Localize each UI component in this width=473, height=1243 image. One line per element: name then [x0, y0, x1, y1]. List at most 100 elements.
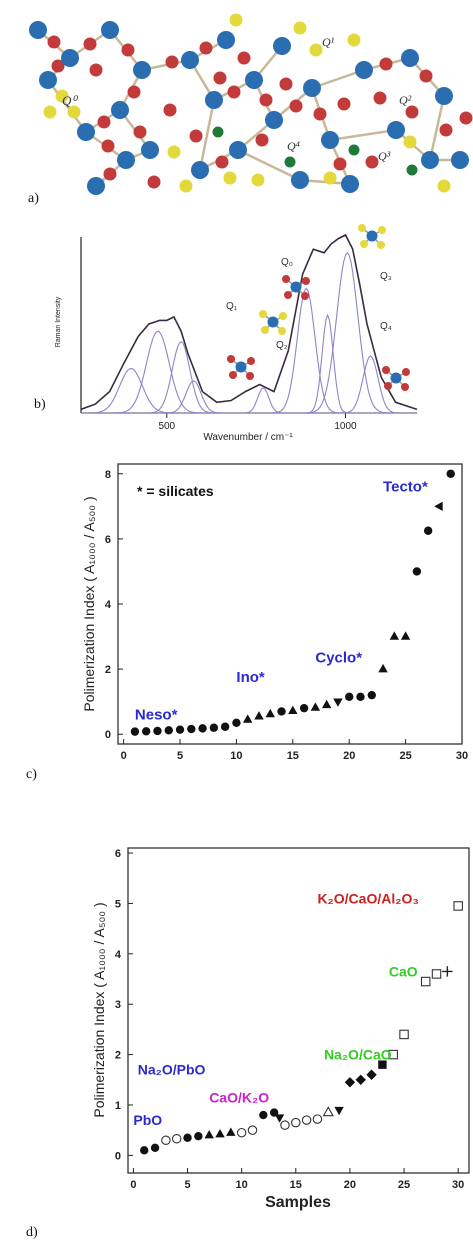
cation-atom: [212, 126, 224, 138]
panel-b-label: b): [34, 397, 46, 412]
chart-d-data-point: [161, 1135, 171, 1145]
panel-c-label: c): [26, 767, 37, 782]
chart-c-data-point: [367, 690, 376, 700]
q1-label: Q¹: [322, 35, 335, 49]
oxygen-atom: [47, 35, 61, 49]
raman-spectrum-chart: 500 1000 Raman Intensity Wavenumber / cm⁻…: [34, 224, 418, 443]
q4-label: Q⁴: [287, 139, 300, 153]
tetrahedron-icon: [227, 355, 255, 380]
oxygen-atom: [379, 57, 393, 71]
oxygen-atom: [405, 105, 419, 119]
chart-d-data-point: [259, 1110, 268, 1120]
chart-d-x-tick-label: 30: [452, 1179, 464, 1191]
silicon-atom: [229, 141, 247, 159]
raman-x-tick-label: 1000: [334, 421, 357, 432]
chart-d-data-point: [388, 1049, 398, 1060]
oxygen-atom: [289, 99, 303, 113]
panel-d-label: d): [26, 1225, 38, 1240]
chart-d-x-tick-label: 5: [184, 1179, 190, 1191]
oxygen-atom: [51, 59, 65, 73]
chart-d-y-tick-label: 0: [115, 1150, 121, 1162]
nbo-atom: [403, 135, 417, 149]
silicon-atom: [111, 101, 129, 119]
silicon-atom: [401, 49, 419, 67]
oxygen-atom: [133, 125, 147, 139]
nbo-atom: [323, 171, 337, 185]
chart-c-y-tick-label: 4: [105, 599, 112, 611]
chart-c-frame: [117, 463, 463, 745]
tetrahedra-icons: [227, 224, 410, 391]
cation-atom: [348, 144, 360, 156]
chart-c-y-tick-label: 6: [105, 534, 111, 546]
raman-q1-label: Q₁: [226, 301, 238, 312]
chart-c-x-tick-label: 0: [121, 750, 127, 762]
oxygen-atom: [165, 55, 179, 69]
chart-d-data-point: [334, 1106, 344, 1116]
chart-c-group-label: Neso*: [135, 707, 178, 724]
chart-d-data-point: [453, 901, 463, 911]
bond-19: [198, 99, 216, 171]
raman-component-band-1: [81, 330, 417, 414]
chart-c-x-tick-label: 5: [177, 750, 183, 762]
chart-d-y-tick-label: 2: [115, 1050, 121, 1062]
oxygen-atom: [189, 129, 203, 143]
chart-d-data-point: [215, 1129, 225, 1138]
silicon-atom: [191, 161, 209, 179]
oxygen-atom: [259, 93, 273, 107]
oxygen-atom: [199, 41, 213, 55]
chart-c-data-point: [299, 703, 309, 713]
chart-c-data-point: [277, 707, 286, 716]
nbo-atom: [43, 105, 57, 119]
silicate-network-illustration: a) Q⁰ Q¹ Q² Q³ Q⁴: [28, 13, 473, 206]
silicon-atom: [77, 123, 95, 141]
raman-q2-label: Q₂: [276, 340, 288, 351]
chart-d-y-label: Polimerization Index ( A₁₀₀₀ / A₅₀₀ ): [91, 902, 107, 1117]
chart-d-group-label: CaO/K₂O: [209, 1089, 269, 1105]
chart-d-y-tick-label: 4: [115, 949, 122, 961]
chart-c-data-point: [333, 698, 343, 707]
chart-c-data-point: [153, 726, 162, 736]
oxygen-atom: [419, 69, 433, 83]
chart-d-group-label: CaO: [389, 963, 418, 979]
raman-q4-label: Q₄: [380, 321, 392, 332]
chart-d-data-point: [312, 1114, 323, 1124]
chart-c-x-tick-label: 30: [456, 750, 468, 762]
silicon-atom: [101, 21, 119, 39]
oxygen-atom: [459, 111, 473, 125]
raman-x-tick-label: 500: [158, 421, 175, 432]
tetrahedron-icon: [358, 224, 386, 249]
chart-c-data-point: [130, 727, 140, 736]
chart-d-group-label: K₂O/CaO/Al₂O₃: [317, 890, 418, 906]
nbo-atom: [293, 21, 307, 35]
chart-c-data-point: [356, 692, 365, 701]
oxygen-atom: [101, 139, 115, 153]
oxygen-atom: [83, 37, 97, 51]
oxygen-atom: [333, 157, 347, 171]
chart-c-x-tick-label: 10: [230, 750, 242, 762]
chart-c-y-label: Polimerization Index ( A₁₀₀₀ / A₅₀₀ ): [81, 496, 97, 711]
nbo-atom: [229, 13, 243, 27]
nbo-atom: [67, 105, 81, 119]
silicon-atom: [133, 61, 151, 79]
oxygen-atom: [127, 85, 141, 99]
chart-d-data-point: [226, 1127, 236, 1136]
chart-c-data-point: [288, 705, 298, 714]
chart-c-data-point: [232, 718, 241, 728]
chart-d-x-label: Samples: [265, 1194, 331, 1211]
cation-atom: [406, 164, 418, 176]
chart-d-y-tick-label: 1: [115, 1100, 121, 1112]
panel-a-label: a): [28, 191, 39, 206]
oxygen-atom: [373, 91, 387, 105]
silicon-atom: [29, 21, 47, 39]
chart-d-x-tick-label: 25: [398, 1179, 410, 1191]
nbo-atom: [309, 43, 323, 57]
tetrahedron-icon: [259, 310, 287, 335]
silicon-atom: [205, 91, 223, 109]
raman-q0-label: Q₀: [281, 257, 293, 268]
q3-label: Q³: [378, 149, 391, 163]
chart-c-data-point: [412, 567, 422, 576]
chart-d-group-label: PbO: [133, 1112, 162, 1128]
silicon-atom: [39, 71, 57, 89]
chart-c-group-label: Tecto*: [383, 479, 428, 496]
